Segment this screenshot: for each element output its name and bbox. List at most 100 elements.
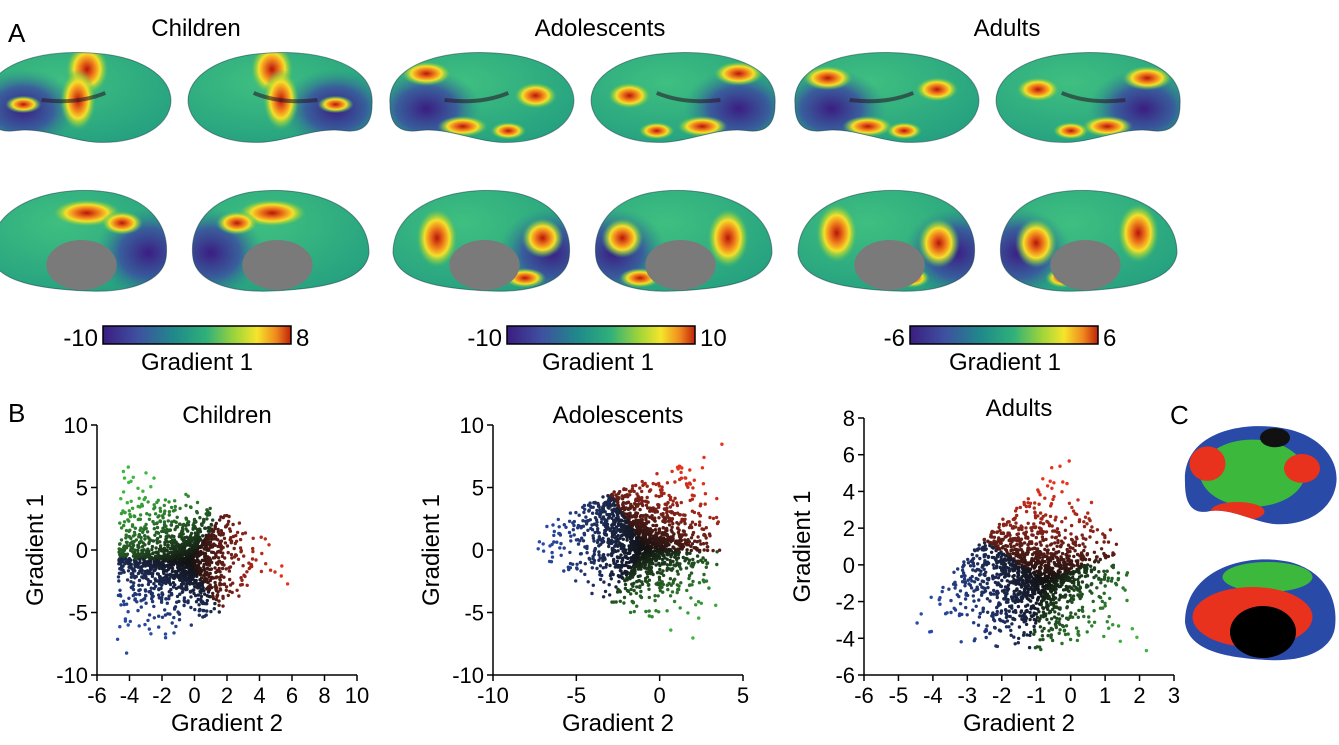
scatter-point: [1001, 517, 1005, 521]
scatter-point: [1030, 529, 1034, 533]
scatter-point: [644, 503, 649, 507]
scatter-point: [584, 515, 588, 519]
scatter-point: [645, 484, 649, 488]
scatter-point: [623, 582, 628, 587]
scatter-point: [136, 552, 140, 556]
scatter-point: [616, 544, 620, 548]
scatter-point: [154, 546, 158, 550]
scatter-point: [163, 498, 168, 502]
scatter-point: [990, 535, 994, 539]
scatter-point: [642, 530, 646, 534]
scatter-point: [996, 576, 1001, 580]
scatter-point: [126, 465, 130, 469]
scatter-point: [1057, 572, 1061, 576]
scatter-point: [1043, 566, 1048, 571]
scatter-point: [1004, 558, 1008, 562]
scatter-point: [980, 565, 984, 569]
scatter-point: [141, 530, 145, 534]
scatter-point: [192, 521, 196, 525]
scatter-point: [623, 555, 627, 559]
scatter-point: [623, 512, 628, 516]
scatter-point: [653, 528, 658, 532]
scatter-point: [185, 549, 189, 553]
scatter-point: [165, 549, 169, 553]
scatter-point: [1039, 647, 1043, 652]
scatter-point: [1006, 572, 1011, 576]
scatter-point: [572, 523, 576, 528]
scatter-point: [675, 465, 680, 469]
scatter-point: [201, 551, 205, 555]
scatter-point: [273, 570, 277, 574]
scatter-point: [195, 500, 200, 505]
scatter-point: [686, 611, 690, 615]
scatter-point: [169, 591, 174, 596]
x-tick-label: 4: [253, 683, 265, 708]
scatter-point: [1002, 565, 1006, 569]
scatter-point: [1022, 619, 1027, 623]
scatter-point: [180, 590, 184, 594]
scatter-point: [1102, 634, 1106, 639]
scatter-point: [604, 565, 608, 569]
scatter-point: [191, 589, 195, 593]
scatter-point: [640, 489, 644, 494]
scatter-point: [622, 507, 627, 512]
scatter-point: [1034, 542, 1038, 546]
scatter-point: [1029, 579, 1034, 583]
scatter-point: [618, 529, 622, 533]
scatter-point: [657, 516, 661, 520]
scatter-point: [1016, 536, 1020, 540]
x-tick-label: 5: [737, 683, 749, 708]
scatter-point: [644, 499, 649, 504]
scatter-point: [129, 479, 133, 483]
scatter-point: [591, 534, 595, 538]
scatter-point: [1068, 571, 1072, 575]
x-tick-label: -2: [152, 683, 172, 708]
scatter-point: [704, 541, 709, 545]
scatter-point: [968, 576, 973, 580]
y-tick-label: 0: [472, 538, 484, 563]
scatter-point: [137, 588, 141, 593]
scatter-point: [227, 569, 232, 573]
scatter-point: [958, 589, 963, 593]
scatter-point: [1098, 557, 1103, 562]
scatter-point: [164, 597, 168, 601]
scatter-point: [596, 527, 600, 531]
scatter-point: [1054, 577, 1058, 581]
scatter-point: [961, 571, 966, 575]
scatter-point: [621, 529, 625, 533]
scatter-point: [659, 493, 664, 498]
scatter-point: [1024, 504, 1029, 509]
scatter-point: [178, 578, 182, 582]
scatter-point: [1082, 614, 1086, 619]
scatter-point: [207, 563, 212, 567]
scatter-point: [1069, 532, 1073, 536]
scatter-point: [708, 534, 712, 538]
scatter-point: [1019, 537, 1024, 541]
scatter-point: [163, 542, 167, 547]
scatter-point: [1002, 588, 1007, 592]
scatter-point: [661, 569, 665, 573]
scatter-point: [634, 556, 638, 560]
scatter-point: [1001, 531, 1006, 536]
scatter-point: [166, 555, 170, 559]
scatter-point: [655, 510, 659, 514]
scatter-point: [157, 625, 161, 629]
scatter-point: [1055, 616, 1059, 621]
scatter-point: [589, 560, 593, 564]
scatter-point: [1016, 599, 1020, 604]
scatter-point: [182, 596, 187, 600]
scatter-point: [175, 594, 180, 599]
scatter-point: [167, 500, 171, 504]
scatter-point: [176, 568, 180, 573]
scatter-point: [636, 536, 641, 540]
scatter-point: [638, 486, 642, 490]
scatter-point: [590, 511, 595, 515]
scatter-point: [1103, 604, 1107, 608]
scatter-point: [656, 594, 660, 598]
scatter-point: [689, 536, 694, 540]
scatter-point: [1015, 506, 1019, 510]
scatter-point: [640, 557, 644, 561]
scatter-point: [133, 526, 137, 530]
